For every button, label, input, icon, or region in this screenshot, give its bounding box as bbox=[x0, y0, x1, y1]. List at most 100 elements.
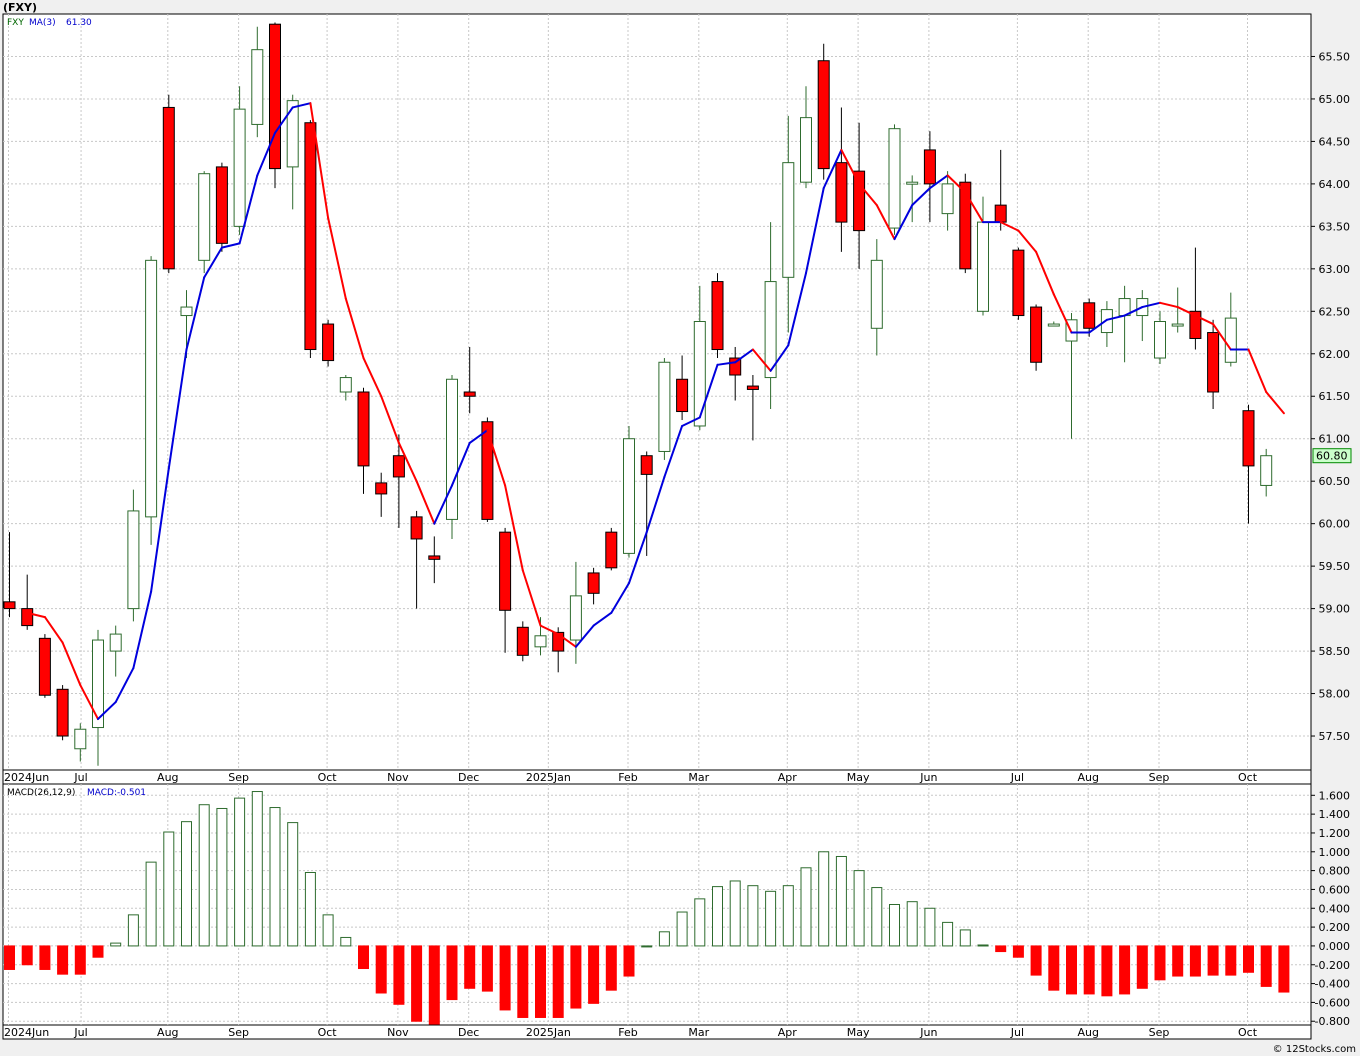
candle bbox=[1189, 247, 1202, 350]
macd-bar-positive bbox=[676, 911, 688, 947]
macd-y-tick-label: 1.000 bbox=[1319, 846, 1351, 859]
price-x-tick-label: Dec bbox=[458, 771, 479, 784]
macd-legend-value: MACD:-0.501 bbox=[87, 788, 146, 798]
macd-bar-negative bbox=[517, 945, 529, 1018]
candle-body-up bbox=[764, 281, 777, 379]
macd-bar-negative bbox=[623, 945, 635, 977]
candle-body-down bbox=[357, 391, 370, 467]
ma-segment bbox=[645, 475, 666, 534]
macd-bar-negative bbox=[1278, 945, 1290, 993]
candle bbox=[428, 536, 441, 584]
candle bbox=[817, 43, 830, 180]
candle-body-down bbox=[711, 281, 724, 351]
macd-y-tick-label: -0.200 bbox=[1315, 959, 1350, 972]
price-x-tick-label: Oct bbox=[1238, 771, 1258, 784]
candle-body-down bbox=[835, 162, 848, 223]
macd-bar-negative bbox=[1225, 945, 1237, 976]
macd-x-tick-label: Aug bbox=[1077, 1026, 1098, 1039]
ma-segment bbox=[97, 701, 117, 721]
macd-bar-negative bbox=[4, 945, 15, 970]
macd-x-tick-label: Jun bbox=[919, 1026, 937, 1039]
price-y-tick-label: 59.50 bbox=[1319, 560, 1351, 573]
macd-bar-negative bbox=[57, 945, 69, 975]
candle-body-down bbox=[746, 385, 759, 390]
candle bbox=[623, 425, 635, 558]
candle-body-up bbox=[198, 173, 211, 261]
ma-segment bbox=[928, 174, 949, 190]
macd-bar-negative bbox=[570, 945, 582, 1009]
candle-body-down bbox=[463, 391, 476, 397]
price-x-tick-label: Aug bbox=[157, 771, 178, 784]
macd-x-tick-label: Mar bbox=[688, 1026, 709, 1039]
price-y-tick-label: 63.50 bbox=[1319, 220, 1351, 233]
price-x-tick-label: Sep bbox=[228, 771, 249, 784]
macd-x-tick-label: Oct bbox=[318, 1026, 338, 1039]
macd-bar-positive bbox=[216, 807, 228, 947]
macd-x-tick-label: Jul bbox=[73, 1026, 87, 1039]
candle bbox=[21, 574, 34, 630]
macd-bar-positive bbox=[800, 867, 812, 947]
candle bbox=[357, 387, 370, 494]
ma-segment bbox=[999, 221, 1020, 232]
price-y-tick-label: 61.00 bbox=[1319, 433, 1351, 446]
candle bbox=[1030, 304, 1043, 371]
candle bbox=[269, 22, 281, 189]
macd-bar-positive bbox=[853, 870, 865, 947]
price-y-tick-label: 60.50 bbox=[1319, 475, 1351, 488]
ma-segment bbox=[220, 242, 241, 249]
chart-title: (FXY) bbox=[3, 1, 37, 14]
ma-segment bbox=[574, 624, 595, 648]
candle bbox=[693, 285, 706, 431]
ma-segment bbox=[486, 429, 507, 487]
macd-bar-negative bbox=[535, 945, 546, 1018]
candle-body-up bbox=[888, 128, 901, 229]
last-price-tag: 60.80 bbox=[1312, 448, 1352, 464]
candle-body-down bbox=[587, 572, 600, 594]
macd-bar-positive bbox=[251, 791, 263, 947]
price-grid bbox=[3, 14, 1311, 770]
candle bbox=[746, 375, 759, 441]
ma-segment bbox=[79, 684, 99, 721]
candle-body-down bbox=[499, 531, 512, 611]
ma-segment bbox=[769, 344, 790, 372]
ma-segment bbox=[716, 361, 737, 366]
macd-bar-positive bbox=[942, 921, 954, 947]
candle-body-down bbox=[1207, 332, 1220, 393]
macd-bar-negative bbox=[1119, 945, 1131, 995]
price-y-tick-label: 64.00 bbox=[1319, 178, 1351, 191]
candle-body-down bbox=[605, 531, 618, 569]
ma-segment bbox=[663, 424, 684, 478]
ma-segment bbox=[344, 297, 365, 360]
candle-body-up bbox=[569, 595, 582, 641]
candle bbox=[906, 175, 919, 223]
ma-segment bbox=[468, 429, 489, 444]
candle-body-down bbox=[676, 378, 689, 413]
macd-x-tick-label: 2025Jan bbox=[526, 1026, 571, 1039]
macd-bar-positive bbox=[641, 945, 653, 948]
candle-body-down bbox=[729, 357, 742, 376]
legend-ma-value: 61.30 bbox=[66, 18, 92, 28]
candle bbox=[339, 375, 352, 401]
price-x-tick-label: Aug bbox=[1077, 771, 1098, 784]
candle-body-up bbox=[782, 162, 795, 278]
ma-segment bbox=[805, 187, 825, 275]
macd-bar-negative bbox=[1136, 945, 1148, 989]
macd-bar-positive bbox=[747, 885, 759, 947]
candle-body-down bbox=[56, 688, 69, 737]
candle-body-down bbox=[1189, 310, 1202, 339]
macd-bar-positive bbox=[145, 861, 157, 947]
price-y-tick-label: 60.00 bbox=[1319, 518, 1351, 531]
price-y-tick-label: 65.50 bbox=[1319, 50, 1351, 63]
candle-body-up bbox=[1100, 309, 1113, 334]
price-x-tick-label: Nov bbox=[387, 771, 409, 784]
ma-segment bbox=[1017, 229, 1038, 253]
macd-bar-negative bbox=[446, 945, 458, 1001]
ma-segment bbox=[380, 395, 400, 444]
price-y-tick-label: 62.00 bbox=[1319, 348, 1351, 361]
ma-segment bbox=[1247, 348, 1268, 393]
candle-body-up bbox=[145, 259, 158, 518]
macd-bar-positive bbox=[729, 880, 741, 947]
macd-x-tick-label: Oct bbox=[1238, 1026, 1258, 1039]
candle bbox=[127, 489, 140, 622]
macd-x-tick-label: Feb bbox=[618, 1026, 637, 1039]
